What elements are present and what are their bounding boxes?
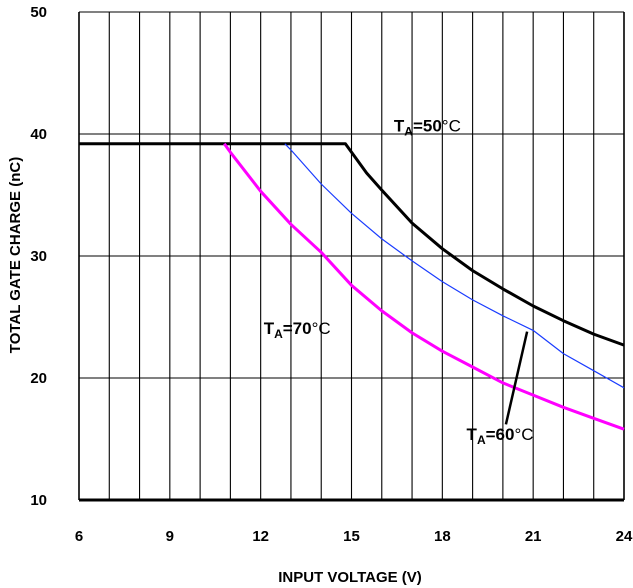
y-tick-label: 20 [30, 370, 47, 387]
y-tick-label: 30 [30, 248, 47, 265]
annotation-label-ta70: TA=70°C [264, 319, 331, 341]
x-tick-label: 9 [166, 528, 174, 545]
x-tick-label: 18 [434, 528, 451, 545]
curve-annotations: TA=50°C TA=70°C TA=60°C [264, 117, 534, 448]
tick-labels: 6 9 12 15 18 21 24 10 20 30 40 50 [30, 4, 633, 545]
x-tick-label: 6 [75, 528, 83, 545]
series-line-ta70 [223, 142, 625, 431]
grid-lines [78, 11, 625, 502]
annotation-leader-ta60 [504, 331, 529, 425]
x-tick-label: 15 [343, 528, 360, 545]
x-tick-label: 24 [616, 528, 633, 545]
y-tick-label: 10 [30, 492, 47, 509]
y-tick-label: 40 [30, 126, 47, 143]
annotation-label-ta50: TA=50°C [394, 117, 461, 139]
series-lines [79, 142, 625, 431]
y-axis-title: TOTAL GATE CHARGE (nC) [7, 157, 24, 353]
series-line-ta50 [79, 142, 625, 347]
annotation-label-ta60: TA=60°C [467, 425, 534, 447]
series-line-ta60 [284, 143, 625, 389]
x-tick-label: 21 [525, 528, 542, 545]
x-axis-title: INPUT VOLTAGE (V) [278, 569, 422, 586]
x-tick-label: 12 [252, 528, 269, 545]
y-tick-label: 50 [30, 4, 47, 21]
